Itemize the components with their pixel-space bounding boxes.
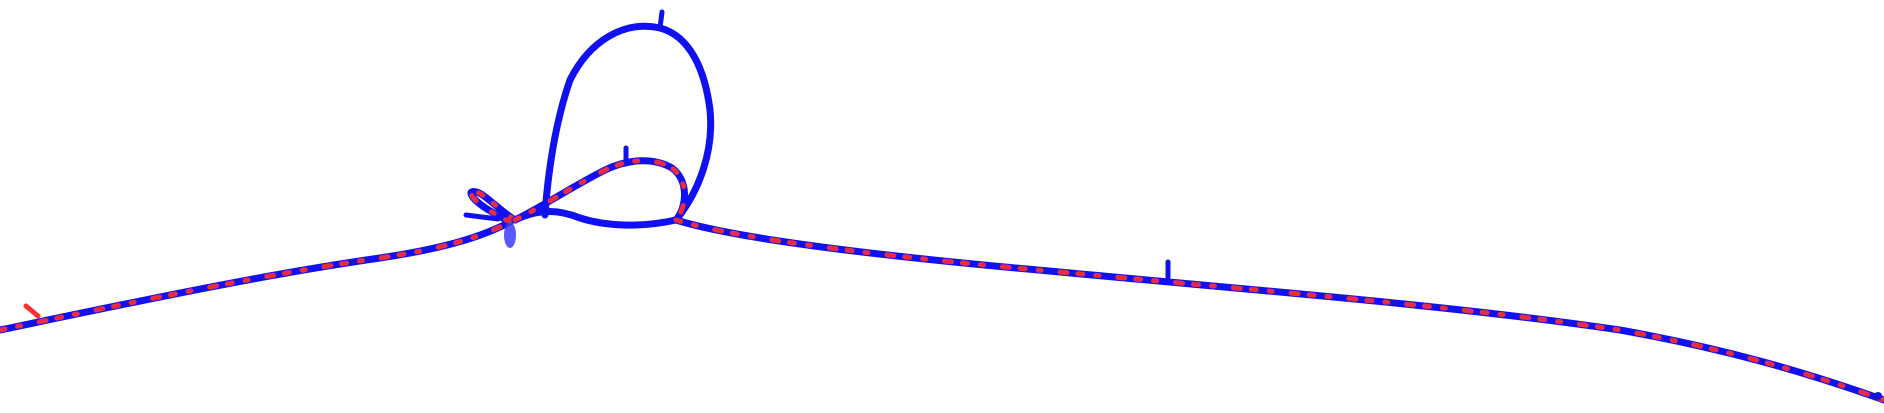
junction-blob bbox=[504, 222, 516, 248]
spur-left-arm-start bbox=[23, 303, 41, 319]
inner-loop-accent bbox=[512, 158, 688, 223]
small-left-loop-trace bbox=[467, 188, 519, 226]
crossing-bottom-trace bbox=[511, 208, 680, 229]
spur-top bbox=[657, 9, 665, 31]
right-arm-accent bbox=[673, 217, 1884, 403]
right-arm-trace bbox=[672, 216, 1884, 404]
left-arm-accent bbox=[0, 219, 513, 333]
right-end-marker bbox=[1874, 392, 1882, 400]
spur-small-loop bbox=[463, 212, 501, 222]
